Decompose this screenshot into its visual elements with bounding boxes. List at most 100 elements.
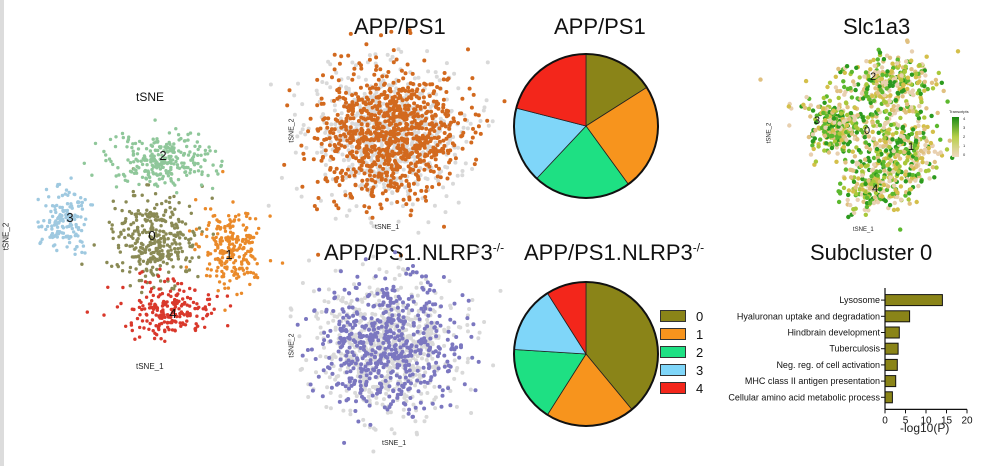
sample-point xyxy=(403,402,408,407)
background-point xyxy=(454,368,459,373)
sample-point xyxy=(295,322,300,327)
expression-point xyxy=(871,136,876,141)
sample-point xyxy=(424,198,428,203)
background-point xyxy=(420,356,424,361)
sample-point xyxy=(437,351,442,356)
tsne-point-cluster-4 xyxy=(169,307,173,312)
tsne-point-cluster-2 xyxy=(190,156,195,161)
background-point xyxy=(347,208,352,213)
sample-point xyxy=(361,116,366,121)
legend-swatch-1 xyxy=(660,328,686,340)
tsne-point-cluster-0 xyxy=(169,248,173,252)
sample-point xyxy=(385,141,390,146)
background-point xyxy=(327,375,332,380)
background-point xyxy=(468,387,473,392)
sample-point xyxy=(434,102,439,107)
sample-point xyxy=(337,399,342,404)
tsne-point-cluster-3 xyxy=(63,192,67,196)
sample-point xyxy=(315,207,319,212)
expression-point xyxy=(855,137,860,142)
tsne-point-cluster-0 xyxy=(126,233,131,237)
expression-point xyxy=(843,167,849,172)
tsne-point-cluster-0 xyxy=(163,238,167,242)
tsne-point-cluster-2 xyxy=(164,169,168,173)
sample-point xyxy=(407,407,412,412)
expression-point xyxy=(853,87,858,93)
sample-point xyxy=(404,132,409,137)
sample-point xyxy=(401,88,406,92)
background-point xyxy=(432,384,437,389)
sample-point xyxy=(389,347,394,352)
background-point xyxy=(462,113,467,118)
sample-point xyxy=(409,343,414,348)
tsne-point-cluster-1 xyxy=(237,275,241,279)
background-point xyxy=(346,365,350,370)
tsne-point-cluster-3 xyxy=(60,193,65,198)
expression-point xyxy=(854,130,860,135)
sample-point xyxy=(397,375,402,380)
sample-point xyxy=(428,336,433,341)
tsne-point-cluster-3 xyxy=(44,204,48,208)
tsne-point-cluster-0 xyxy=(120,269,125,273)
sample-point xyxy=(368,148,373,153)
main-tsne-cluster-label-1: 1 xyxy=(225,247,232,262)
sample-point xyxy=(315,136,320,141)
sample-point xyxy=(414,144,419,149)
background-point xyxy=(279,175,284,180)
sample-point xyxy=(352,66,357,71)
sample-point xyxy=(330,75,334,80)
expression-point xyxy=(925,86,930,92)
background-point xyxy=(332,108,337,113)
background-point xyxy=(410,202,415,207)
tsne-point-cluster-4 xyxy=(201,316,205,321)
sample-point xyxy=(321,73,325,78)
sample-point xyxy=(377,303,382,308)
sample-point xyxy=(350,305,355,310)
tsne-point-cluster-3 xyxy=(42,219,46,223)
expression-point xyxy=(846,214,851,220)
sample-point xyxy=(472,162,477,167)
tsne-point-cluster-0 xyxy=(173,226,177,230)
tsne-point-cluster-4 xyxy=(158,293,162,297)
background-point xyxy=(322,299,327,304)
tsne-point-cluster-4 xyxy=(85,310,90,314)
sample-point xyxy=(413,191,417,196)
tsne-point-cluster-0 xyxy=(113,206,117,211)
tsne-point-cluster-1 xyxy=(235,272,240,276)
tsne-point-cluster-4 xyxy=(163,328,167,332)
background-point xyxy=(415,354,420,359)
sample-point xyxy=(412,101,417,106)
background-point xyxy=(384,270,389,274)
sample-point xyxy=(410,71,415,76)
tsne-point-cluster-1 xyxy=(219,242,223,246)
background-point xyxy=(373,52,378,57)
expression-point xyxy=(930,86,936,91)
expression-point xyxy=(884,148,889,153)
tsne-point-cluster-1 xyxy=(220,249,224,253)
tsne-point-cluster-2 xyxy=(151,137,155,141)
tsne-point-cluster-2 xyxy=(163,145,167,149)
background-point xyxy=(340,299,345,304)
background-point xyxy=(314,370,318,375)
expression-point xyxy=(906,150,911,156)
sample-point xyxy=(369,352,374,357)
sample-point xyxy=(437,166,441,171)
sample-point xyxy=(366,155,371,160)
expression-point xyxy=(851,207,856,212)
tsne-point-cluster-3 xyxy=(54,210,58,215)
sample-point xyxy=(473,112,478,117)
tsne-point-cluster-2 xyxy=(213,149,218,153)
background-point xyxy=(425,391,430,395)
sample-point xyxy=(328,339,333,344)
sample-point xyxy=(393,122,398,127)
tsne-point-cluster-2 xyxy=(188,131,193,135)
tsne-point-cluster-2 xyxy=(211,163,215,167)
expression-point xyxy=(822,148,827,153)
sample-point xyxy=(427,164,432,169)
sample-point xyxy=(395,362,400,367)
background-point xyxy=(371,449,376,454)
sample-point xyxy=(434,360,439,365)
tsne-point-cluster-0 xyxy=(178,236,182,240)
tsne-point-cluster-2 xyxy=(121,172,126,177)
sample-point xyxy=(434,329,439,333)
